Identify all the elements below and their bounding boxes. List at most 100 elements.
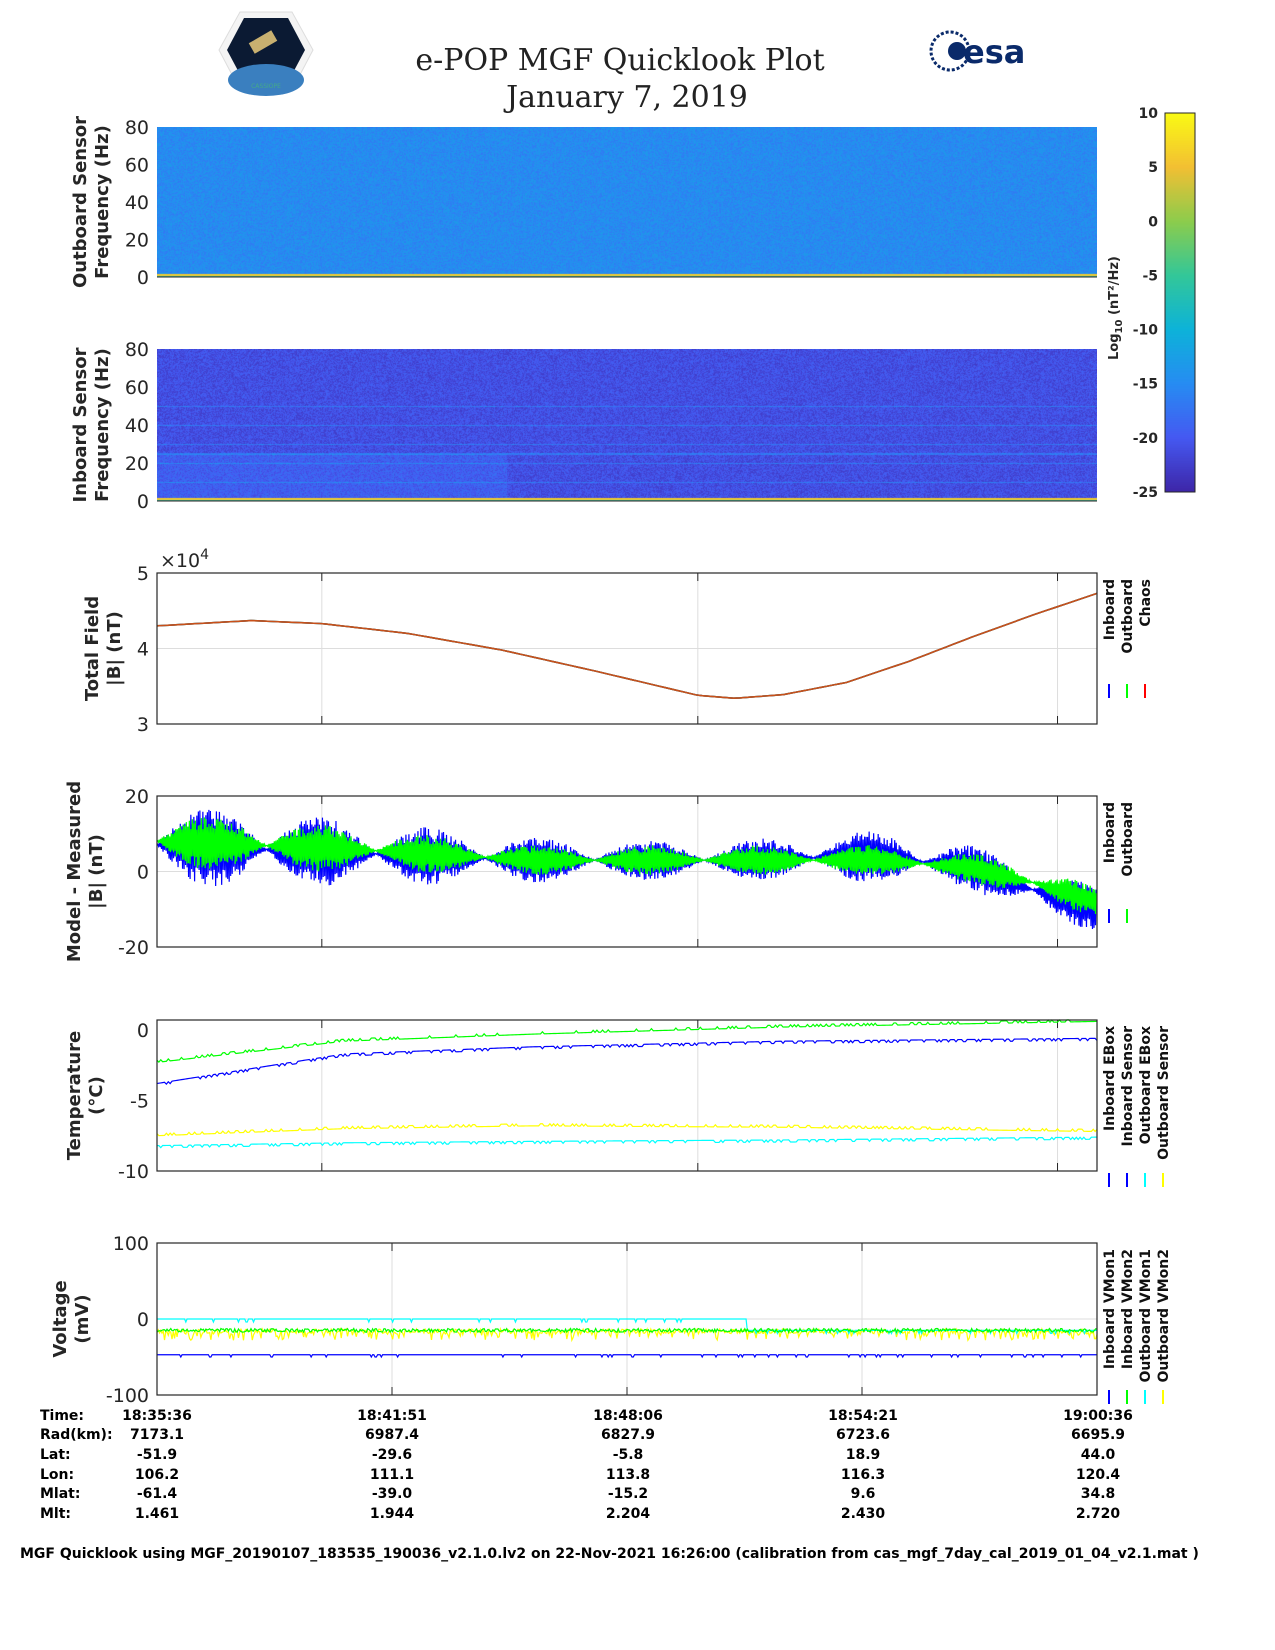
axes-frame xyxy=(156,1242,1098,1396)
legend-label: Inboard EBox xyxy=(1102,1026,1118,1131)
table-row-label: Lon: xyxy=(40,1467,74,1483)
ephemeris-table: Time: Rad(km): Lat: Lon: Mlat: Mlt: 18:35:36 71… xyxy=(40,1408,1133,1522)
legend-label: Outboard Sensor xyxy=(1156,1026,1172,1160)
outboard-spectrogram-image xyxy=(157,127,1097,277)
series-outboard-sensor xyxy=(156,1136,1098,1149)
colorbar-label-rest: (nT²/Hz) xyxy=(1107,256,1122,319)
table-cell: 9.6 xyxy=(851,1486,876,1502)
y-axis-label: Voltage xyxy=(50,1280,71,1357)
table-cell: 18:54:21 xyxy=(828,1408,898,1424)
panel-outboard-spectrogram: 80 60 40 20 0 Outboard Sensor Frequency (Hz) xyxy=(70,116,1097,289)
cassiope-logo: CASSIOPE xyxy=(218,11,314,96)
exponent-power: 4 xyxy=(200,547,209,563)
legend-label: Inboard Sensor xyxy=(1120,1026,1136,1147)
y-tick-label: 20 xyxy=(125,786,149,808)
series-inboard-ebox xyxy=(156,1019,1098,1064)
y-tick-label: 100 xyxy=(113,1233,149,1255)
logo-left-text: CASSIOPE xyxy=(251,83,281,90)
legend-label: Outboard VMon2 xyxy=(1156,1249,1172,1383)
table-row-label: Mlt: xyxy=(40,1506,71,1522)
table-cell: 7173.1 xyxy=(130,1427,184,1443)
table-cell: 1.944 xyxy=(370,1506,415,1522)
legend-label: Outboard EBox xyxy=(1138,1026,1154,1144)
axes-frame xyxy=(156,795,1098,948)
table-cell: -51.9 xyxy=(137,1447,177,1463)
series-inboard-sensor xyxy=(156,1037,1098,1086)
plot-date: January 7, 2019 xyxy=(503,80,748,115)
table-row-label: Mlat: xyxy=(40,1486,80,1502)
panel-model-minus-measured: 20 0 -20 Model - Measured |B| (nT) Inboard Out… xyxy=(64,781,1136,962)
y-axis-label: Frequency (Hz) xyxy=(92,125,113,279)
table-cell: 1.461 xyxy=(135,1506,179,1522)
colorbar-tick-label: -5 xyxy=(1142,268,1158,284)
y-tick-label: 3 xyxy=(137,714,149,736)
series-outboard xyxy=(156,592,1098,700)
esa-logo-text: esa xyxy=(963,33,1025,71)
colorbar-tick-label: -25 xyxy=(1133,485,1158,501)
y-tick-label: -10 xyxy=(118,1161,149,1183)
colorbar-frame xyxy=(1164,112,1196,493)
colorbar-image xyxy=(1165,113,1195,492)
table-cell: 106.2 xyxy=(135,1467,179,1483)
legend-label: Inboard VMon1 xyxy=(1102,1249,1118,1369)
y-tick-label: 20 xyxy=(125,230,149,252)
colorbar-tick-label: 10 xyxy=(1139,106,1159,122)
y-axis-label: Temperature xyxy=(64,1031,85,1160)
colorbar-label-main: Log xyxy=(1107,333,1122,360)
table-row-label: Time: xyxy=(40,1408,84,1424)
table-cell: 18:48:06 xyxy=(593,1408,663,1424)
y-tick-label: 40 xyxy=(125,415,149,437)
table-cell: -5.8 xyxy=(613,1447,644,1463)
table-cell: 2.204 xyxy=(606,1506,651,1522)
esa-logo: esa xyxy=(929,30,1025,72)
table-cell: 6987.4 xyxy=(365,1427,419,1443)
table-cell: 34.8 xyxy=(1081,1486,1116,1502)
panel-inboard-spectrogram: 80 60 40 20 0 Inboard Sensor Frequency (Hz) xyxy=(70,339,1097,513)
table-row-label: Rad(km): xyxy=(40,1427,113,1443)
legend-label: Outboard VMon1 xyxy=(1138,1249,1154,1383)
axes-frame xyxy=(156,572,1098,725)
y-tick-label: 0 xyxy=(137,267,149,289)
colorbar-label: Log10 (nT²/Hz) xyxy=(1107,256,1125,360)
legend-label: Inboard VMon2 xyxy=(1120,1249,1136,1369)
y-axis-label: |B| (nT) xyxy=(104,611,125,686)
panel-temperature: 0 -5 -10 Temperature (°C) Inboard EBox Inboard… xyxy=(64,1019,1172,1187)
y-tick-label: 0 xyxy=(137,1309,149,1331)
y-tick-label: 0 xyxy=(137,1020,149,1042)
colorbar-label-sub: 10 xyxy=(1114,320,1125,334)
table-cell: 116.3 xyxy=(841,1467,885,1483)
panel-voltage: 100 0 -100 Voltage (mV) Inboard VMon1 Inboard … xyxy=(50,1233,1172,1407)
table-cell: -39.0 xyxy=(372,1486,413,1502)
table-cell: 113.8 xyxy=(606,1467,650,1483)
series-inboard xyxy=(156,592,1098,700)
plot-title: e-POP MGF Quicklook Plot xyxy=(415,43,824,78)
table-cell: 2.430 xyxy=(841,1506,886,1522)
y-axis-label: (mV) xyxy=(72,1294,93,1343)
y-tick-label: -5 xyxy=(130,1090,149,1112)
y-tick-label: 60 xyxy=(125,377,149,399)
y-tick-label: 80 xyxy=(125,117,149,139)
table-cell: 6695.9 xyxy=(1071,1427,1125,1443)
legend-label: Inboard xyxy=(1102,802,1118,863)
table-cell: 120.4 xyxy=(1076,1467,1121,1483)
legend-label: Inboard xyxy=(1102,579,1118,640)
y-tick-label: 0 xyxy=(137,491,149,513)
footer-text: MGF Quicklook using MGF_20190107_183535_… xyxy=(20,1546,1199,1562)
colorbar-tick-label: -20 xyxy=(1133,431,1159,447)
y-axis-label: |B| (nT) xyxy=(86,834,107,909)
legend-label: Outboard xyxy=(1120,802,1136,877)
exponent-label: ×104 xyxy=(160,547,209,572)
series-outboard-ebox xyxy=(156,1122,1098,1137)
table-cell: -61.4 xyxy=(137,1486,178,1502)
y-axis-label: Total Field xyxy=(82,596,103,701)
y-tick-label: 20 xyxy=(125,453,149,475)
series-outboard xyxy=(156,817,1097,915)
y-tick-label: -100 xyxy=(106,1385,149,1407)
table-cell: 6723.6 xyxy=(836,1427,890,1443)
colorbar-tick-label: -10 xyxy=(1133,323,1159,339)
table-cell: -29.6 xyxy=(372,1447,412,1463)
legend-label: Chaos xyxy=(1138,579,1154,627)
table-cell: 2.720 xyxy=(1076,1506,1121,1522)
